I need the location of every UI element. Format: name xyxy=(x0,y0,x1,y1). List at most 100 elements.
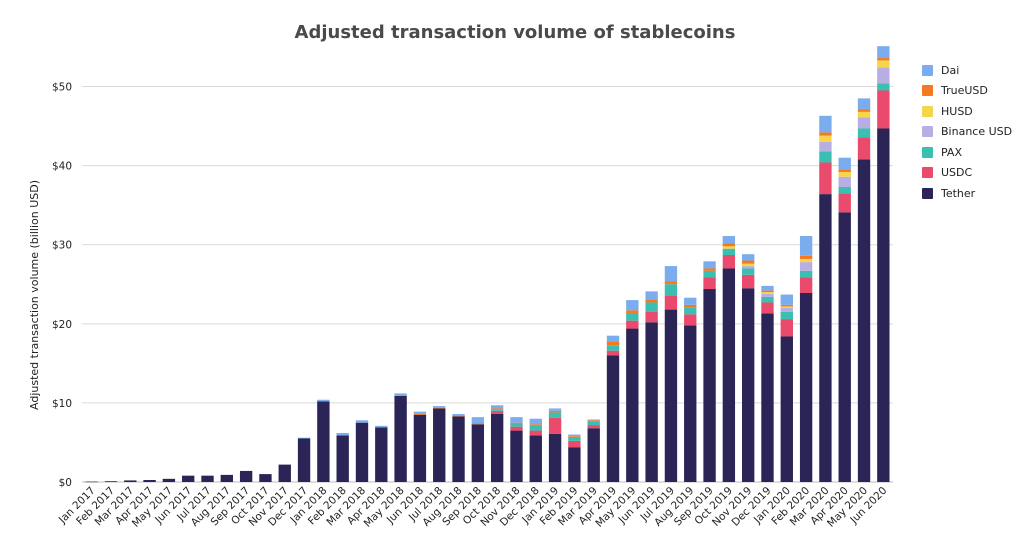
bar-segment-usdc xyxy=(819,162,832,195)
bar-segment-usdc xyxy=(838,193,851,213)
bar-segment-trueusd xyxy=(413,413,427,415)
y-tick-label: $40 xyxy=(52,161,72,173)
bar-segment-tether xyxy=(819,194,832,483)
bar-segment-pax xyxy=(838,186,851,194)
bar-segment-pax xyxy=(529,425,542,431)
bar-segment-tether xyxy=(799,292,813,482)
bar-segment-tether xyxy=(838,212,851,483)
bar-segment-tether xyxy=(355,422,369,482)
bar-segment-tether xyxy=(490,413,504,482)
bar-segment-tether xyxy=(703,289,716,482)
bar-segment-dai xyxy=(857,98,871,110)
bar-segment-pax xyxy=(741,268,755,275)
bar-segment-dai xyxy=(799,236,813,256)
bar-segment-usdc xyxy=(857,137,871,160)
bar-segment-usdc xyxy=(722,255,736,269)
legend-swatch xyxy=(922,187,933,199)
bar-segment-dai xyxy=(819,115,832,133)
bar-segment-trueusd xyxy=(819,132,832,136)
bar-segment-binance-usd xyxy=(741,266,755,269)
bar-segment-binance-usd xyxy=(780,308,793,312)
bar-segment-pax xyxy=(761,296,774,303)
bar-segment-husd xyxy=(741,263,755,267)
bar-segment-trueusd xyxy=(722,243,736,247)
y-tick-label: $30 xyxy=(52,240,72,252)
bar-segment-trueusd xyxy=(761,290,774,293)
bar-segment-dai xyxy=(317,399,330,402)
bar-segment-tether xyxy=(741,288,755,482)
bar-segment-pax xyxy=(664,284,678,296)
bar-segment-husd xyxy=(877,60,890,68)
bar-segment-pax xyxy=(877,83,890,91)
bar-segment-trueusd xyxy=(741,260,755,264)
y-tick-label: $10 xyxy=(52,398,72,410)
bar-segment-trueusd xyxy=(433,407,446,409)
legend-item: Tether xyxy=(922,183,1012,204)
bar-segment-tether xyxy=(433,408,446,482)
bar-segment-binance-usd xyxy=(819,141,832,152)
bar-segment-tether xyxy=(104,481,118,482)
bar-segment-binance-usd xyxy=(877,67,890,84)
bar-segment-husd xyxy=(838,171,851,177)
legend-label: Dai xyxy=(941,63,960,77)
bar-segment-usdc xyxy=(548,417,562,434)
legend-item: USDC xyxy=(922,163,1012,184)
bar-segment-trueusd xyxy=(587,420,600,422)
legend-item: Dai xyxy=(922,60,1012,81)
bar-segment-dai xyxy=(741,254,755,261)
chart-title: Adjusted transaction volume of stablecoi… xyxy=(294,22,736,43)
bar-segment-trueusd xyxy=(548,410,562,413)
bar-segment-dai xyxy=(664,266,678,282)
bar-segment-tether xyxy=(587,428,600,482)
legend-item: PAX xyxy=(922,142,1012,163)
bar-segment-tether xyxy=(684,325,697,482)
legend-label: Binance USD xyxy=(941,125,1013,139)
bar-segment-tether xyxy=(645,322,658,482)
bar-segment-binance-usd xyxy=(857,117,871,129)
bar-segment-tether xyxy=(394,395,407,482)
bar-segment-dai xyxy=(626,300,639,311)
bar-segment-dai xyxy=(606,335,620,342)
bar-segment-dai xyxy=(722,236,736,244)
bar-segment-usdc xyxy=(568,440,581,448)
bar-segment-tether xyxy=(761,313,774,482)
legend-swatch xyxy=(922,64,933,76)
bar-segment-tether xyxy=(336,435,349,482)
bar-segment-husd xyxy=(799,258,813,263)
bar-segment-dai xyxy=(336,432,349,436)
bar-segment-usdc xyxy=(645,311,658,323)
bar-segment-tether xyxy=(201,475,214,482)
bar-segment-binance-usd xyxy=(761,293,774,297)
legend-label: HUSD xyxy=(941,104,973,118)
bar-segment-pax xyxy=(548,412,562,418)
bar-segment-husd xyxy=(722,246,736,249)
bar-segment-pax xyxy=(819,151,832,163)
bar-segment-tether xyxy=(510,430,523,482)
bar-segment-pax xyxy=(799,270,813,278)
legend-swatch xyxy=(922,146,933,158)
bar-segment-usdc xyxy=(761,302,774,314)
bar-segment-tether xyxy=(452,416,465,482)
bar-segment-tether xyxy=(877,128,890,483)
bar-segment-trueusd xyxy=(645,299,658,303)
bar-segment-dai xyxy=(548,408,562,411)
bar-segment-dai xyxy=(375,425,388,428)
bar-segment-usdc xyxy=(799,277,813,293)
bar-segment-trueusd xyxy=(452,415,465,417)
bar-segment-tether xyxy=(239,470,253,482)
bar-segment-dai xyxy=(413,411,427,414)
bar-segment-tether xyxy=(317,401,330,482)
bar-segment-usdc xyxy=(606,350,620,356)
legend: Dai TrueUSD HUSD Binance USD PAX USDC Tether xyxy=(922,60,1012,204)
bar-segment-trueusd xyxy=(606,341,620,346)
bar-segment-pax xyxy=(645,302,658,312)
bar-segment-trueusd xyxy=(664,281,678,285)
y-tick-label: $0 xyxy=(59,477,72,489)
bar-segment-tether xyxy=(85,481,98,483)
bar-segment-binance-usd xyxy=(799,262,813,271)
bar-segment-usdc xyxy=(510,426,523,431)
bar-segment-tether xyxy=(664,309,678,482)
bar-segment-usdc xyxy=(877,90,890,129)
legend-item: HUSD xyxy=(922,101,1012,122)
bar-segment-dai xyxy=(510,417,523,423)
